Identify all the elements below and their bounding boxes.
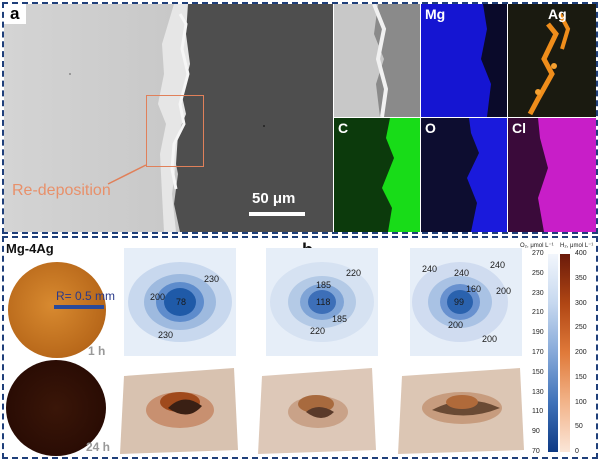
o2-map-2-value: 220 bbox=[310, 326, 326, 336]
mg-label: Mg bbox=[425, 6, 446, 22]
sem-image: a Re-deposition 50 μm bbox=[4, 4, 333, 232]
mg-map-graphic bbox=[481, 4, 507, 117]
o2-map-3-value: 240 bbox=[422, 264, 438, 274]
o2-map-1-value: 200 bbox=[150, 292, 166, 302]
o2-map-2: 118 185 220 185 220 bbox=[266, 248, 378, 356]
sample-disk-24h bbox=[6, 360, 106, 456]
o2-tick-label: 110 bbox=[532, 408, 544, 416]
h2-surface-1 bbox=[118, 362, 240, 456]
h2-tick-label: 200 bbox=[575, 349, 587, 356]
h2-tick-label: 100 bbox=[575, 398, 587, 406]
colorbar-title-h2: H₂, μmol L⁻¹ bbox=[560, 243, 594, 249]
ag-map: Ag bbox=[508, 4, 596, 117]
sem-inset-graphic bbox=[334, 4, 420, 117]
o2-tick-label: 90 bbox=[532, 428, 540, 436]
o2-tick-label: 270 bbox=[532, 250, 544, 257]
h2-tick-label: 300 bbox=[575, 299, 587, 307]
redeposition-label: Re-deposition bbox=[12, 182, 111, 199]
o2-map-2-value: 185 bbox=[332, 314, 348, 324]
o-label: O bbox=[425, 120, 436, 136]
time-label-1h: 1 h bbox=[88, 344, 106, 358]
sem-inset bbox=[334, 4, 420, 117]
h2-tick-label: 250 bbox=[575, 324, 587, 332]
time-label-24h: 24 h bbox=[86, 440, 111, 454]
o2-map-1-graphic bbox=[128, 262, 232, 342]
h2-tick-label: 400 bbox=[575, 250, 587, 257]
o2-map-3-center: 99 bbox=[454, 297, 465, 307]
ag-label: Ag bbox=[548, 6, 567, 22]
h2-surface-3-graphic bbox=[398, 368, 524, 454]
o2-map-3-graphic bbox=[412, 262, 508, 342]
o2-map-2-center: 118 bbox=[316, 297, 331, 307]
ag-map-graphic bbox=[527, 13, 571, 116]
c-label: C bbox=[338, 120, 349, 136]
cl-map-graphic bbox=[538, 118, 596, 232]
o2-tick-label: 130 bbox=[532, 388, 544, 396]
o2-tick-label: 170 bbox=[532, 349, 544, 356]
o2-colorbar bbox=[548, 254, 558, 452]
o2-tick-label: 230 bbox=[532, 289, 544, 297]
sem-image-graphic bbox=[4, 4, 333, 232]
panel-a-label-box bbox=[4, 4, 26, 24]
mg-map: Mg bbox=[421, 4, 507, 117]
scale-bar-label: 50 μm bbox=[252, 190, 296, 207]
o2-tick-label: 190 bbox=[532, 329, 544, 337]
o2-map-3-value: 200 bbox=[496, 286, 512, 296]
sample-label: Mg-4Ag bbox=[6, 241, 54, 256]
o2-map-3-value: 160 bbox=[466, 284, 482, 294]
h2-surface-1-graphic bbox=[120, 368, 238, 454]
o2-map-1: 78 230 200 230 bbox=[124, 248, 236, 356]
h2-tick-label: 0 bbox=[575, 448, 579, 455]
radius-bar bbox=[54, 305, 104, 309]
sample-disk-1h bbox=[8, 262, 106, 358]
h2-tick-label: 150 bbox=[575, 373, 587, 381]
o2-map-3-value: 200 bbox=[482, 334, 498, 344]
redeposition-highlight-box bbox=[146, 95, 204, 167]
panel-a-frame bbox=[2, 2, 598, 234]
o2-map-1-value: 230 bbox=[158, 330, 174, 340]
o2-map-2-value: 185 bbox=[316, 280, 332, 290]
o2-map-3-value: 200 bbox=[448, 320, 464, 330]
radius-label: R= 0.5 mm bbox=[56, 289, 116, 303]
cl-map: Cl bbox=[508, 118, 596, 232]
o2-map-3: 99 240 240 240 160 200 200 200 bbox=[410, 248, 522, 356]
o2-map-1-value: 230 bbox=[204, 274, 220, 284]
panel-b-frame bbox=[2, 236, 598, 459]
o2-tick-label: 250 bbox=[532, 269, 544, 277]
o2-map-2-graphic bbox=[270, 262, 374, 342]
o2-map-2-value: 220 bbox=[346, 268, 362, 278]
panel-a-label: a bbox=[10, 4, 20, 23]
o-map-graphic bbox=[467, 118, 507, 232]
h2-colorbar bbox=[560, 254, 570, 452]
colorbar-title-o2: O₂, μmol L⁻¹ bbox=[520, 243, 554, 249]
o2-tick-label: 210 bbox=[532, 309, 544, 317]
o2-tick-label: 70 bbox=[532, 448, 540, 455]
h2-tick-label: 50 bbox=[575, 423, 583, 431]
h2-tick-label: 350 bbox=[575, 274, 587, 282]
o2-tick-label: 150 bbox=[532, 368, 544, 376]
o2-map-3-value: 240 bbox=[454, 268, 470, 278]
o-map: O bbox=[421, 118, 507, 232]
h2-surface-3 bbox=[396, 362, 526, 456]
cl-label: Cl bbox=[512, 120, 526, 136]
h2-surface-2-graphic bbox=[258, 368, 376, 454]
c-map-graphic bbox=[382, 118, 420, 232]
c-map: C bbox=[334, 118, 420, 232]
scale-bar bbox=[249, 212, 305, 216]
o2-map-3-value: 240 bbox=[490, 260, 506, 270]
o2-map-1-center: 78 bbox=[176, 297, 187, 307]
h2-surface-2 bbox=[256, 362, 378, 456]
